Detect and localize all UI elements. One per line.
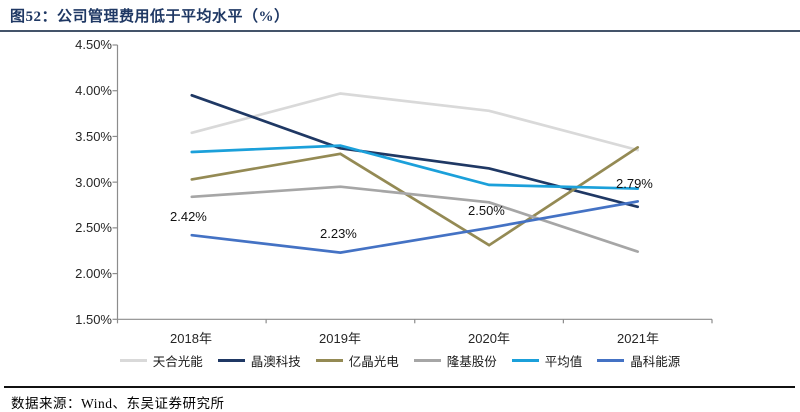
y-tick-label: 3.50% [75, 129, 112, 144]
data-source-note: 数据来源：Wind、东吴证券研究所 [11, 396, 225, 411]
line-swatch-icon [511, 358, 539, 362]
x-tick-label: 2021年 [617, 331, 659, 346]
line-swatch-icon [413, 358, 441, 362]
legend-label: 亿晶光电 [348, 354, 399, 369]
line-swatch-icon [119, 358, 147, 362]
legend-item-longji: 隆基股份 [413, 351, 497, 370]
y-tick-label: 1.50% [75, 312, 112, 327]
x-tick-label: 2018年 [170, 331, 212, 346]
y-tick-label: 4.00% [75, 83, 112, 98]
legend-label: 晶澳科技 [250, 354, 301, 369]
y-tick-label: 4.50% [75, 37, 112, 52]
legend-item-jingao: 晶澳科技 [217, 351, 301, 370]
legend-label: 平均值 [544, 354, 583, 369]
line-swatch-icon [597, 358, 625, 362]
data-label-2021: 2.79% [616, 176, 653, 191]
legend-label: 天合光能 [152, 354, 203, 369]
y-tick-label: 3.00% [75, 175, 112, 190]
title-divider [0, 30, 800, 32]
x-tick-label: 2019年 [319, 331, 361, 346]
data-label-2018: 2.42% [170, 209, 207, 224]
line-chart-plot [112, 44, 713, 324]
data-label-2019: 2.23% [320, 226, 357, 241]
line-swatch-icon [315, 358, 343, 362]
footer-divider [4, 386, 795, 388]
legend-label: 晶科能源 [630, 354, 681, 369]
legend-item-tianhe: 天合光能 [119, 351, 203, 370]
legend-label: 隆基股份 [446, 354, 497, 369]
y-tick-label: 2.50% [75, 220, 112, 235]
chart-legend: 天合光能 晶澳科技 亿晶光电 隆基股份 平均值 晶科能源 [0, 351, 800, 369]
figure-title: 图52：公司管理费用低于平均水平（%） [10, 9, 290, 25]
x-tick-label: 2020年 [468, 331, 510, 346]
legend-item-yijing: 亿晶光电 [315, 351, 399, 370]
legend-item-jinko: 晶科能源 [597, 351, 680, 370]
y-tick-label: 2.00% [75, 266, 112, 281]
line-swatch-icon [217, 358, 245, 362]
legend-item-average: 平均值 [511, 351, 583, 370]
data-label-2020: 2.50% [468, 203, 505, 218]
